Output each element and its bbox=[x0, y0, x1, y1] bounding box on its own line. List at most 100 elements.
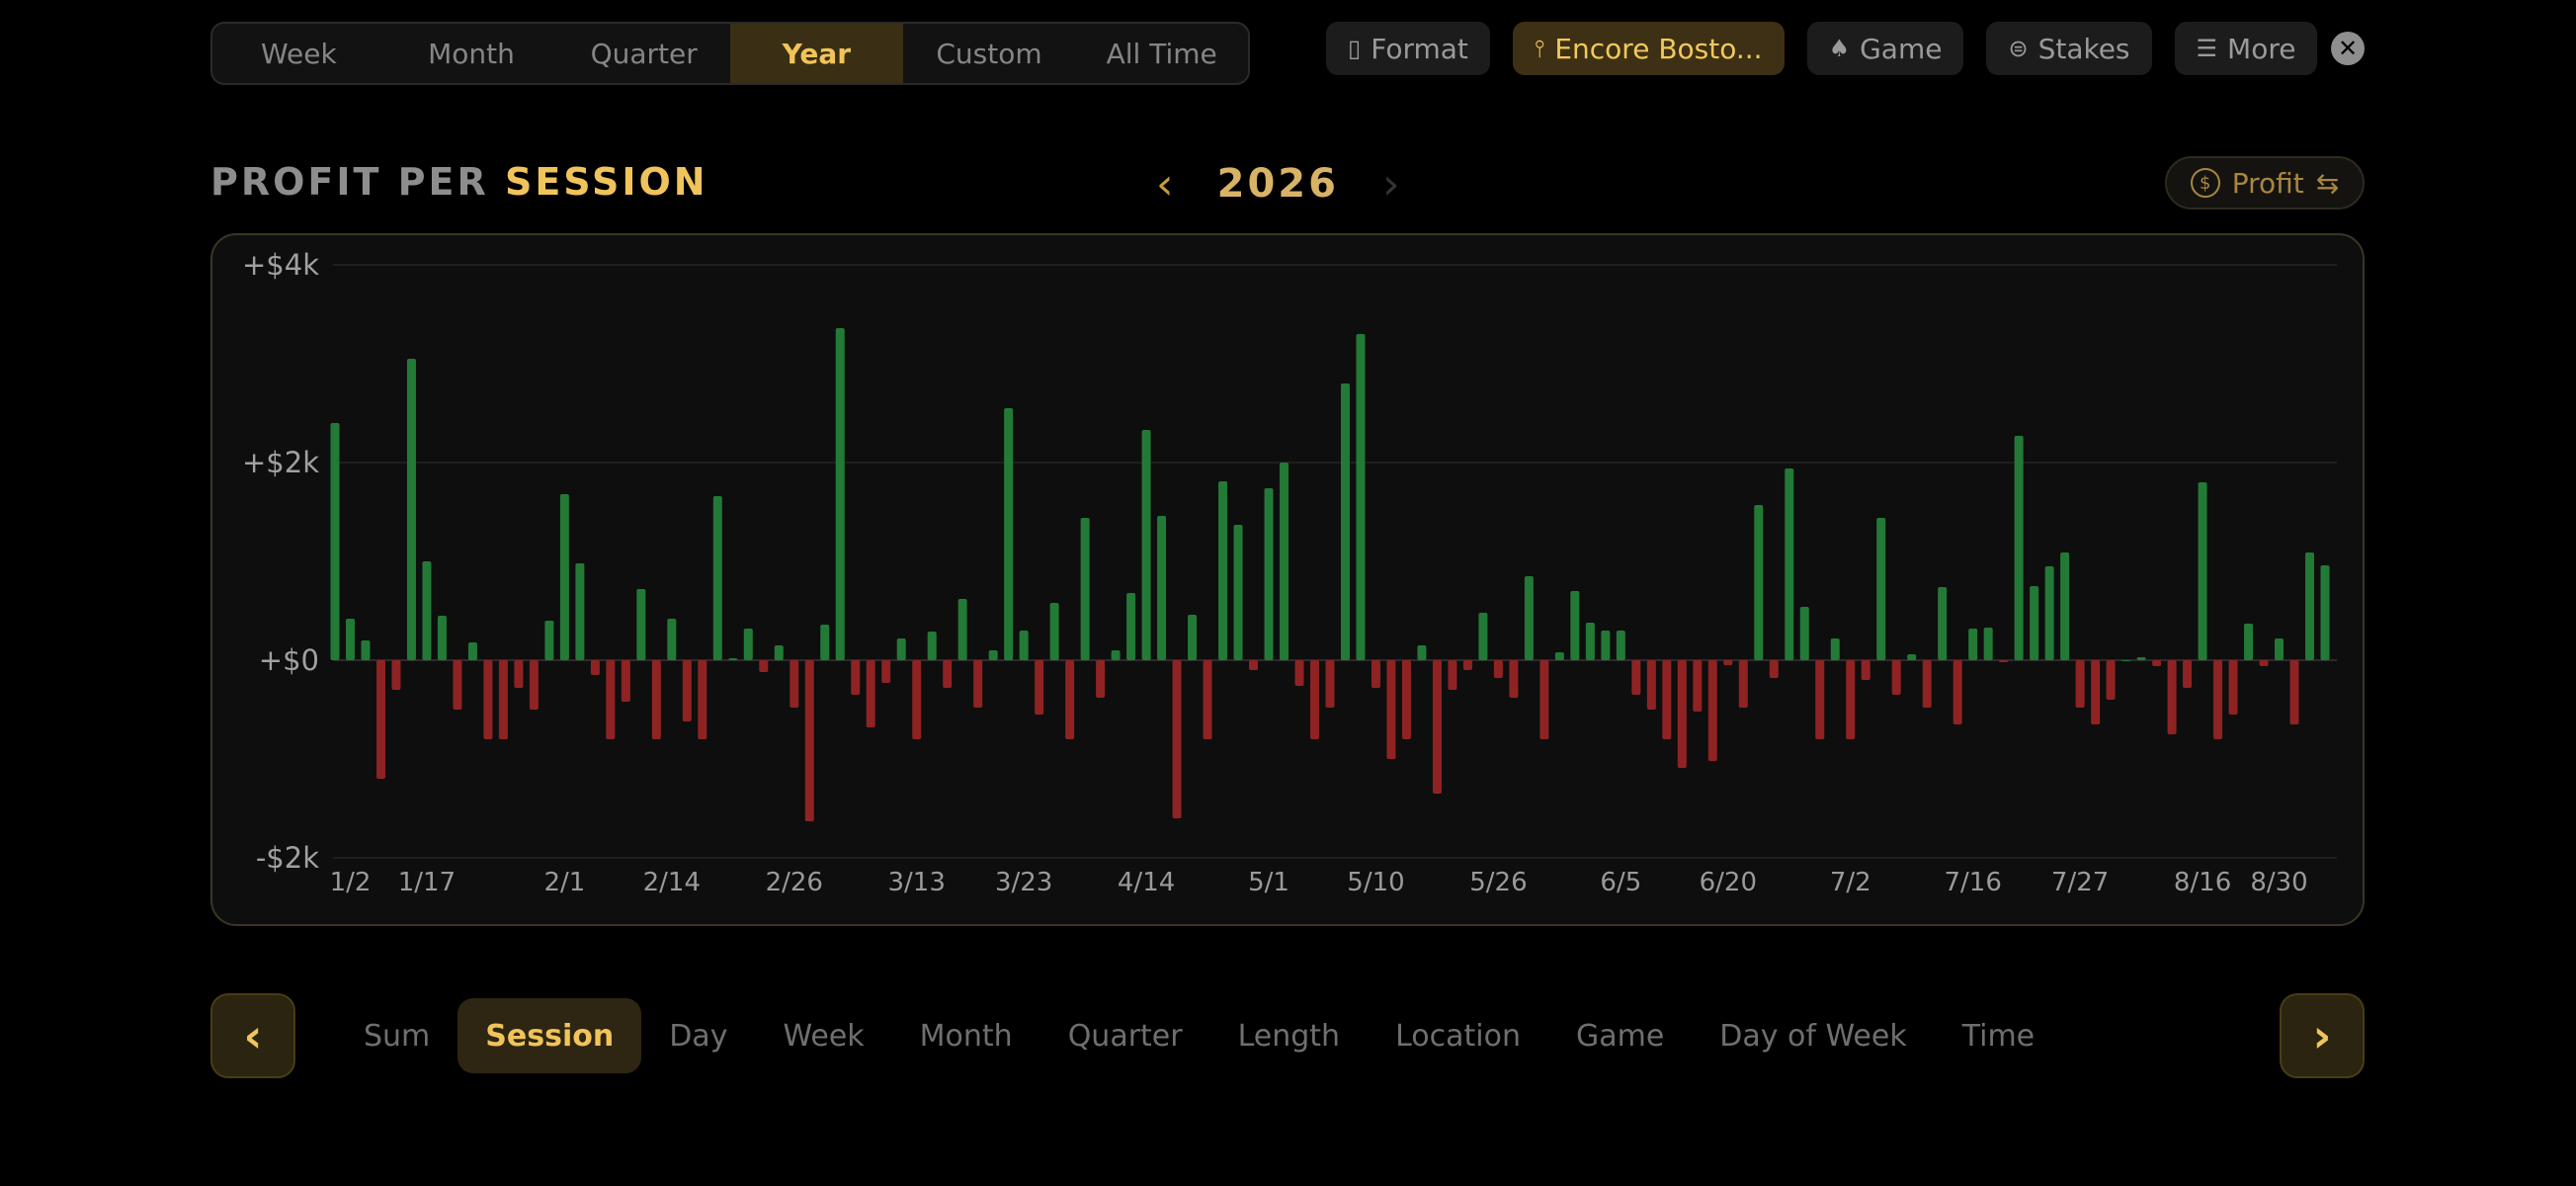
previous-year-chevron-icon[interactable]: ‹ bbox=[1156, 158, 1174, 210]
group-location[interactable]: Location bbox=[1395, 1018, 1521, 1054]
next-year-chevron-icon[interactable]: › bbox=[1381, 158, 1400, 210]
more-filter-label: More bbox=[2227, 32, 2296, 65]
profit-bar bbox=[2305, 552, 2315, 660]
profit-bar bbox=[1662, 660, 1672, 739]
tab-custom[interactable]: Custom bbox=[936, 37, 1042, 70]
group-month[interactable]: Month bbox=[919, 1018, 1013, 1054]
profit-bar bbox=[896, 638, 906, 660]
location-pin-icon: ⫯ bbox=[1534, 35, 1545, 62]
profit-bar bbox=[1631, 660, 1641, 695]
profit-bar bbox=[1493, 660, 1503, 678]
y-tick-label: +$4k bbox=[242, 248, 319, 282]
profit-bar bbox=[1815, 660, 1825, 739]
tab-quarter[interactable]: Quarter bbox=[590, 37, 698, 70]
tab-week[interactable]: Week bbox=[260, 37, 337, 70]
profit-bar bbox=[1417, 645, 1427, 660]
profit-bar bbox=[1723, 660, 1733, 665]
profit-bar bbox=[345, 619, 355, 660]
format-filter-button[interactable]: ▯ Format bbox=[1326, 22, 1490, 75]
x-tick-label: 1/2 bbox=[330, 868, 372, 897]
x-tick-label: 8/30 bbox=[2250, 868, 2307, 897]
tab-year[interactable]: Year bbox=[730, 24, 903, 83]
profit-bar bbox=[636, 589, 646, 660]
profit-bar bbox=[2152, 660, 2162, 666]
profit-bar bbox=[361, 640, 371, 660]
chart-container: +$4k +$2k +$0 -$2k 1/2 1/17 2/1 2/14 2/26 3/13 3/2… bbox=[210, 233, 2365, 926]
profit-bar bbox=[1999, 660, 2009, 662]
profit-bar bbox=[1646, 660, 1656, 710]
profit-bar bbox=[391, 660, 401, 690]
chevron-right-icon: › bbox=[2312, 1009, 2332, 1062]
group-prev-button[interactable]: ‹ bbox=[210, 993, 295, 1078]
profit-bar bbox=[774, 645, 784, 660]
metric-toggle-button[interactable]: $ Profit ⇆ bbox=[2165, 156, 2365, 210]
profit-bar bbox=[957, 599, 967, 660]
profit-bar bbox=[1203, 660, 1212, 739]
group-day[interactable]: Day bbox=[669, 1018, 728, 1054]
clear-filters-close-icon[interactable]: ✕ bbox=[2331, 32, 2365, 65]
game-filter-label: Game bbox=[1860, 32, 1943, 65]
x-tick-label: 5/1 bbox=[1248, 868, 1289, 897]
group-quarter[interactable]: Quarter bbox=[1067, 1018, 1183, 1054]
profit-bar bbox=[835, 328, 845, 660]
profit-bar bbox=[2091, 660, 2101, 724]
profit-bar bbox=[2198, 482, 2207, 660]
profit-bar bbox=[1968, 629, 1978, 660]
profit-bar bbox=[866, 660, 875, 727]
profit-bar bbox=[1126, 593, 1136, 660]
profit-bar bbox=[943, 660, 953, 688]
profit-bar bbox=[927, 632, 937, 660]
profit-bar bbox=[698, 660, 707, 739]
page-title: PROFIT PER SESSION bbox=[210, 160, 708, 204]
stakes-filter-label: Stakes bbox=[2037, 32, 2130, 65]
stakes-filter-button[interactable]: ⊜ Stakes bbox=[1986, 22, 2152, 75]
profit-bar bbox=[422, 561, 432, 660]
dollar-coin-icon: ⊜ bbox=[2008, 35, 2029, 62]
game-filter-button[interactable]: ♠ Game bbox=[1806, 22, 1964, 75]
profit-bar bbox=[544, 621, 554, 660]
group-length[interactable]: Length bbox=[1237, 1018, 1341, 1054]
profit-bar bbox=[1738, 660, 1748, 708]
profit-bar bbox=[2275, 638, 2285, 660]
profit-bar bbox=[1264, 488, 1274, 660]
location-filter-button[interactable]: ⫯ Encore Bosto... bbox=[1512, 22, 1785, 75]
profit-bar bbox=[1356, 334, 1366, 660]
profit-bar bbox=[2289, 660, 2299, 724]
profit-bar bbox=[728, 658, 738, 660]
profit-bar bbox=[743, 629, 753, 660]
format-filter-label: Format bbox=[1371, 32, 1468, 65]
x-tick-label: 5/10 bbox=[1347, 868, 1404, 897]
group-sum[interactable]: Sum bbox=[364, 1018, 431, 1054]
profit-bar bbox=[1799, 607, 1809, 660]
x-tick-label: 8/16 bbox=[2174, 868, 2231, 897]
group-time[interactable]: Time bbox=[1961, 1018, 2036, 1054]
more-filter-button[interactable]: ☰ More bbox=[2174, 22, 2318, 75]
profit-bar bbox=[2320, 565, 2330, 660]
profit-bar bbox=[1432, 660, 1442, 794]
x-tick-label: 4/14 bbox=[1118, 868, 1175, 897]
profit-bar bbox=[453, 660, 462, 710]
profit-bar bbox=[2014, 436, 2024, 660]
group-next-button[interactable]: › bbox=[2280, 993, 2365, 1078]
profit-bar bbox=[2167, 660, 2177, 734]
sliders-icon: ☰ bbox=[2196, 35, 2218, 62]
title-highlight: SESSION bbox=[504, 160, 708, 204]
group-week[interactable]: Week bbox=[783, 1018, 865, 1054]
profit-bar bbox=[667, 619, 677, 660]
group-game[interactable]: Game bbox=[1575, 1018, 1665, 1054]
profit-bar bbox=[606, 660, 616, 739]
profit-bar bbox=[498, 660, 508, 739]
profit-bar bbox=[820, 625, 830, 660]
tab-month[interactable]: Month bbox=[428, 37, 515, 70]
profit-bar bbox=[1004, 408, 1014, 660]
x-tick-label: 2/1 bbox=[543, 868, 585, 897]
group-session[interactable]: Session bbox=[457, 998, 642, 1073]
profit-bar bbox=[621, 660, 630, 702]
profit-bar bbox=[1570, 591, 1580, 660]
profit-bar bbox=[1157, 516, 1167, 660]
x-tick-label: 6/20 bbox=[1700, 868, 1757, 897]
group-day-of-week[interactable]: Day of Week bbox=[1719, 1018, 1907, 1054]
profit-bar bbox=[1310, 660, 1320, 739]
tab-all-time[interactable]: All Time bbox=[1106, 37, 1217, 70]
swap-arrows-icon: ⇆ bbox=[2315, 166, 2340, 200]
